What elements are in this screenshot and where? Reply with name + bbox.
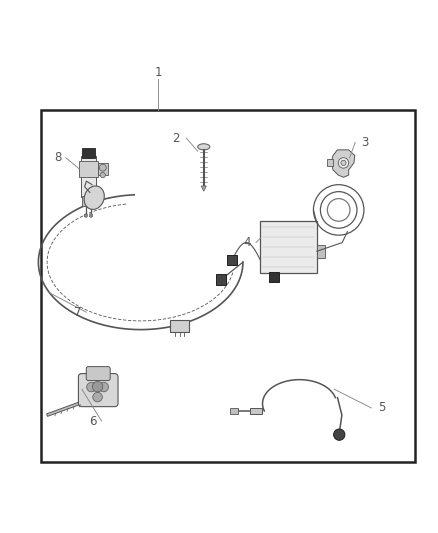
Circle shape (99, 164, 106, 171)
Text: 7: 7 (74, 306, 81, 319)
Bar (98, 163, 108, 175)
Circle shape (338, 158, 349, 168)
Ellipse shape (198, 144, 210, 150)
Bar (79, 161, 98, 177)
FancyBboxPatch shape (86, 367, 110, 381)
Bar (250, 408, 262, 415)
Text: 6: 6 (89, 415, 96, 427)
Bar (81, 156, 96, 197)
FancyBboxPatch shape (78, 374, 118, 407)
Circle shape (99, 382, 109, 392)
Text: 2: 2 (172, 132, 179, 144)
Bar (317, 245, 325, 258)
Circle shape (334, 429, 345, 440)
Polygon shape (331, 150, 355, 177)
Bar (82, 196, 95, 206)
Circle shape (84, 214, 88, 217)
Bar (230, 408, 238, 415)
Bar (41, 110, 415, 462)
Bar (216, 274, 226, 285)
Circle shape (93, 392, 102, 402)
Text: 5: 5 (378, 401, 386, 415)
Circle shape (89, 214, 93, 217)
Bar (227, 255, 237, 265)
Ellipse shape (84, 186, 104, 209)
Bar (260, 221, 317, 273)
Bar (170, 320, 189, 332)
Polygon shape (201, 186, 206, 191)
Circle shape (87, 382, 96, 392)
Text: 8: 8 (54, 151, 62, 164)
Bar (327, 158, 333, 166)
Text: 3: 3 (361, 136, 368, 149)
Circle shape (92, 382, 103, 392)
Circle shape (341, 160, 346, 166)
Bar (82, 148, 95, 158)
Text: 4: 4 (244, 236, 251, 249)
Bar (269, 272, 279, 282)
Circle shape (100, 173, 106, 177)
Polygon shape (47, 399, 88, 416)
Text: 1: 1 (154, 66, 162, 79)
